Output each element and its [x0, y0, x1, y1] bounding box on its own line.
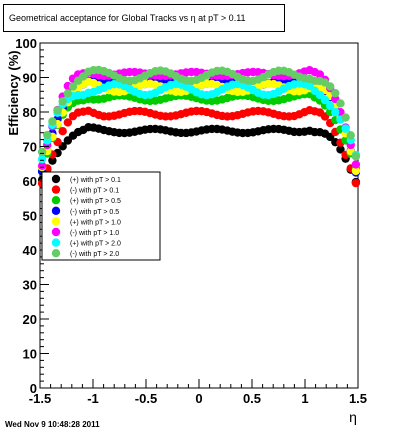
data-point	[325, 101, 335, 111]
y-tick-label: 20	[23, 312, 37, 327]
legend-box	[41, 171, 161, 261]
legend-marker	[51, 227, 61, 237]
data-point	[58, 127, 67, 136]
legend-entry: (-) with pT > 0.1	[70, 188, 119, 195]
data-point	[320, 95, 330, 105]
data-point	[336, 99, 345, 108]
x-axis-label: η	[349, 409, 357, 425]
data-point	[336, 145, 345, 154]
data-point	[37, 147, 47, 157]
data-point	[68, 82, 78, 91]
legend-entry: (+) with pT > 0.1	[70, 177, 121, 184]
data-point	[325, 82, 335, 91]
data-point	[351, 152, 361, 161]
legend-marker	[51, 238, 61, 247]
legend-entry: (+) with pT > 0.5	[70, 198, 121, 205]
x-tick-label: -0.5	[135, 391, 157, 406]
data-point	[315, 70, 325, 79]
series-6	[37, 79, 361, 164]
chart-marks	[37, 65, 361, 188]
legend-marker	[51, 206, 61, 215]
data-point	[315, 90, 325, 100]
series-7	[37, 65, 361, 161]
data-point	[341, 113, 350, 122]
legend-entry: (-) with pT > 1.0	[70, 230, 119, 237]
chart-title-box: Geometrical acceptance for Global Tracks…	[3, 4, 285, 32]
timestamp-footer: Wed Nov 9 10:48:28 2011	[5, 420, 100, 429]
x-tick-label: 1	[301, 391, 308, 406]
y-tick-label: 70	[23, 140, 37, 155]
data-point	[37, 161, 47, 171]
series-1	[37, 105, 361, 188]
data-point	[351, 160, 361, 169]
chart-title: Geometrical acceptance for Global Tracks…	[9, 13, 246, 23]
data-point	[331, 108, 340, 117]
legend-entry: (-) with pT > 2.0	[70, 251, 119, 258]
x-tick-label: -1	[87, 391, 99, 406]
y-axis-label: Efficiency (%)	[6, 50, 21, 135]
data-point	[58, 97, 67, 106]
x-tick-label: -1.5	[29, 391, 51, 406]
data-point	[325, 132, 335, 142]
data-point	[351, 166, 361, 176]
legend-marker	[51, 217, 61, 226]
legend-entry: (+) with pT > 2.0	[70, 241, 121, 248]
legend-marker	[51, 196, 61, 205]
data-point	[43, 130, 52, 140]
y-tick-label: 80	[23, 105, 37, 120]
legend-entry: (+) with pT > 1.0	[70, 219, 121, 226]
series-0	[37, 122, 361, 187]
legend: (+) with pT > 0.1 (-) with pT > 0.1 (+) wi…	[41, 171, 161, 261]
x-tick-label: 0.5	[243, 391, 261, 406]
legend-marker	[51, 249, 61, 258]
y-tick-label: 90	[23, 71, 37, 86]
y-tick-label: 30	[23, 278, 37, 293]
legend-entry: (-) with pT > 0.5	[70, 209, 119, 216]
data-point	[63, 89, 73, 98]
x-tick-label: 0	[195, 391, 202, 406]
legend-marker	[51, 185, 61, 194]
chart-axes: -1.5 -1 -0.5 0 0.5 1 1.5 0 10 20 30 40 50 60 70 80 90 100	[15, 36, 367, 406]
data-point	[346, 131, 355, 140]
y-tick-label: 10	[23, 347, 37, 362]
data-point	[37, 154, 47, 164]
y-tick-label: 60	[23, 174, 37, 189]
x-tick-label: 1.5	[349, 391, 367, 406]
y-tick-label: 0	[30, 381, 37, 396]
legend-marker	[51, 174, 61, 184]
y-tick-label: 40	[23, 243, 37, 258]
data-point	[63, 118, 73, 127]
data-point	[48, 117, 57, 126]
y-tick-label: 50	[23, 209, 37, 224]
data-point	[331, 88, 340, 98]
data-point	[53, 106, 62, 115]
data-point	[351, 178, 361, 188]
data-point	[48, 156, 57, 165]
data-point	[341, 124, 350, 133]
y-tick-label: 100	[15, 36, 37, 51]
